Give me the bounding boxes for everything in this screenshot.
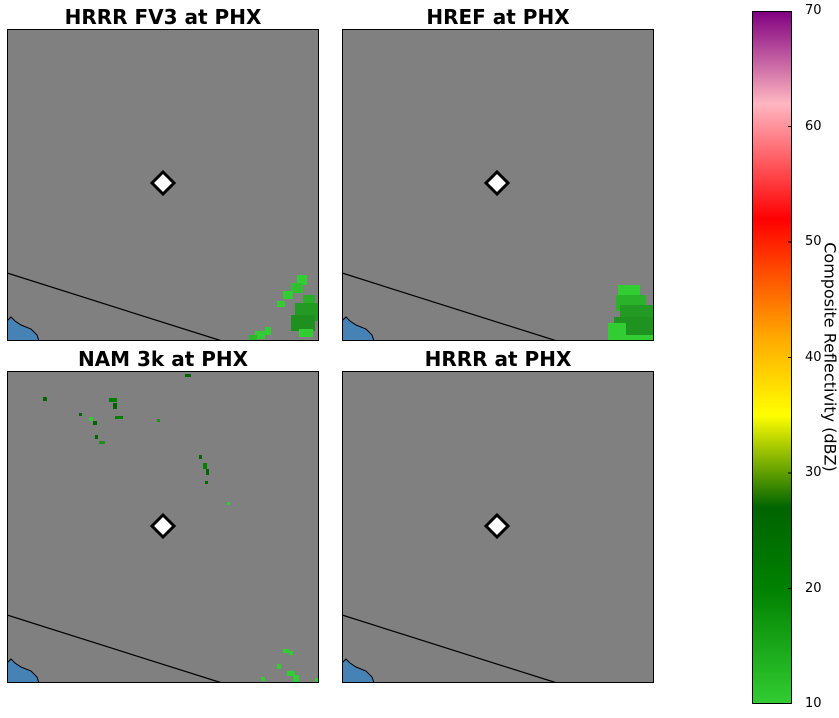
water-body <box>7 658 40 683</box>
border-line <box>342 614 558 683</box>
map-hrrr-fv3 <box>7 29 319 341</box>
border-line <box>7 272 223 341</box>
station-marker <box>149 512 177 540</box>
colorbar-tick-label: 10 <box>805 696 822 711</box>
panel-title-href: HREF at PHX <box>426 5 570 29</box>
station-marker <box>483 512 511 540</box>
water-body <box>7 316 40 341</box>
reflectivity-cells <box>249 275 319 341</box>
colorbar <box>752 11 792 704</box>
water-body <box>342 658 375 683</box>
colorbar-gradient <box>752 11 792 704</box>
colorbar-tick-label: 60 <box>805 118 822 134</box>
station-marker <box>483 169 511 197</box>
station-marker <box>149 169 177 197</box>
water-body <box>342 316 375 341</box>
colorbar-tick-label: 50 <box>805 234 822 249</box>
colorbar-tick-label: 30 <box>805 465 822 480</box>
panel-title-hrrr: HRRR at PHX <box>424 347 572 371</box>
map-href <box>342 29 654 341</box>
reflectivity-cells <box>43 374 319 683</box>
border-line <box>342 272 558 341</box>
colorbar-tick-label: 20 <box>805 580 822 596</box>
map-hrrr <box>342 371 654 683</box>
panel-title-nam3k: NAM 3k at PHX <box>77 347 249 371</box>
border-line <box>7 614 223 683</box>
reflectivity-cells <box>608 285 654 341</box>
colorbar-title: Composite Reflectivity (dBZ) <box>820 242 839 472</box>
map-nam3k <box>7 371 319 683</box>
colorbar-tick-label: 70 <box>805 3 822 18</box>
colorbar-tick-label: 40 <box>805 349 822 365</box>
panel-title-hrrr-fv3: HRRR FV3 at PHX <box>64 5 262 29</box>
